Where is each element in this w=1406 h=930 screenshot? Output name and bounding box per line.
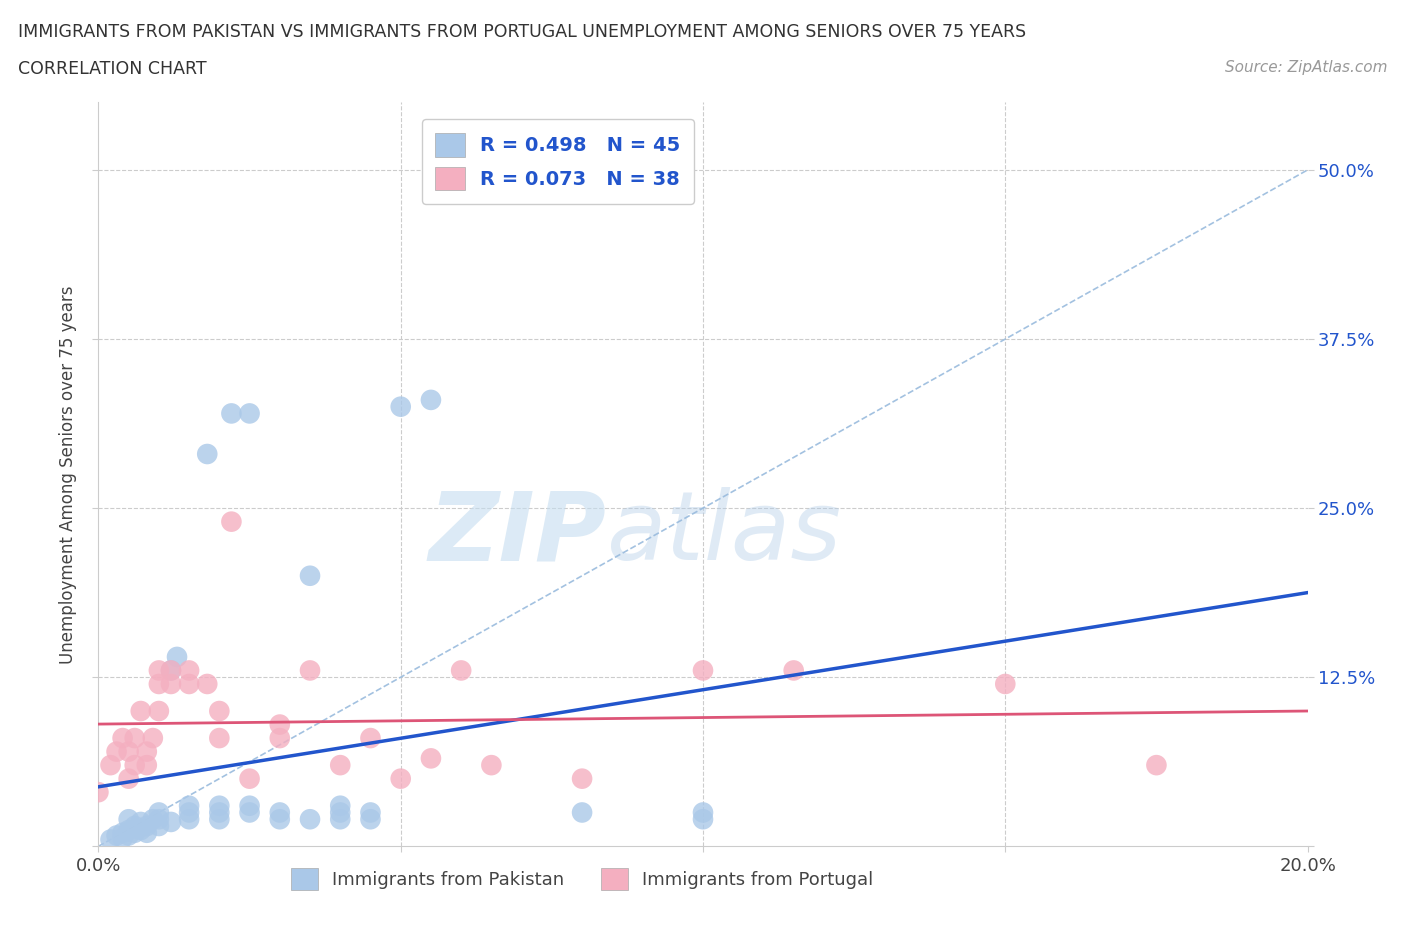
Point: [100, 832, 122, 847]
Text: atlas: atlas: [606, 487, 841, 580]
Point: [269, 812, 291, 827]
Point: [118, 823, 141, 838]
Point: [124, 825, 146, 840]
Point: [124, 758, 146, 773]
Point: [135, 744, 157, 759]
Point: [420, 392, 443, 407]
Point: [148, 818, 170, 833]
Point: [148, 812, 170, 827]
Point: [329, 812, 352, 827]
Point: [160, 663, 183, 678]
Text: Source: ZipAtlas.com: Source: ZipAtlas.com: [1225, 60, 1388, 75]
Point: [269, 731, 291, 746]
Point: [299, 812, 322, 827]
Point: [129, 823, 152, 838]
Point: [389, 771, 412, 786]
Point: [148, 663, 170, 678]
Point: [179, 676, 201, 691]
Point: [269, 717, 291, 732]
Point: [179, 805, 201, 820]
Point: [783, 663, 806, 678]
Point: [111, 830, 134, 845]
Point: [571, 805, 593, 820]
Point: [105, 828, 128, 843]
Point: [239, 406, 262, 421]
Point: [221, 406, 243, 421]
Point: [118, 744, 141, 759]
Point: [166, 649, 188, 664]
Point: [481, 758, 503, 773]
Point: [994, 676, 1017, 691]
Point: [208, 731, 231, 746]
Point: [124, 818, 146, 833]
Point: [100, 758, 122, 773]
Point: [118, 828, 141, 843]
Point: [142, 812, 165, 827]
Point: [329, 758, 352, 773]
Point: [450, 663, 472, 678]
Point: [118, 771, 141, 786]
Point: [208, 798, 231, 813]
Point: [299, 663, 322, 678]
Point: [239, 798, 262, 813]
Point: [129, 704, 152, 719]
Point: [160, 676, 183, 691]
Point: [360, 805, 382, 820]
Point: [87, 785, 110, 800]
Point: [111, 731, 134, 746]
Point: [360, 731, 382, 746]
Point: [179, 812, 201, 827]
Point: [571, 771, 593, 786]
Point: [148, 704, 170, 719]
Y-axis label: Unemployment Among Seniors over 75 years: Unemployment Among Seniors over 75 years: [59, 286, 77, 663]
Point: [105, 744, 128, 759]
Point: [111, 825, 134, 840]
Point: [1144, 758, 1167, 773]
Point: [389, 399, 412, 414]
Point: [135, 758, 157, 773]
Point: [195, 446, 218, 461]
Text: IMMIGRANTS FROM PAKISTAN VS IMMIGRANTS FROM PORTUGAL UNEMPLOYMENT AMONG SENIORS : IMMIGRANTS FROM PAKISTAN VS IMMIGRANTS F…: [18, 23, 1026, 41]
Point: [420, 751, 443, 765]
Point: [692, 812, 714, 827]
Point: [208, 704, 231, 719]
Point: [179, 798, 201, 813]
Point: [692, 663, 714, 678]
Point: [160, 663, 183, 678]
Point: [148, 805, 170, 820]
Text: ZIP: ZIP: [429, 487, 606, 580]
Point: [269, 805, 291, 820]
Point: [360, 812, 382, 827]
Point: [118, 812, 141, 827]
Point: [195, 676, 218, 691]
Point: [221, 514, 243, 529]
Legend: Immigrants from Pakistan, Immigrants from Portugal: Immigrants from Pakistan, Immigrants fro…: [284, 860, 880, 897]
Point: [179, 663, 201, 678]
Point: [329, 798, 352, 813]
Point: [208, 805, 231, 820]
Point: [160, 815, 183, 830]
Point: [208, 812, 231, 827]
Point: [299, 568, 322, 583]
Point: [124, 731, 146, 746]
Point: [142, 731, 165, 746]
Point: [148, 676, 170, 691]
Point: [239, 771, 262, 786]
Text: CORRELATION CHART: CORRELATION CHART: [18, 60, 207, 78]
Point: [129, 815, 152, 830]
Point: [135, 818, 157, 833]
Point: [239, 805, 262, 820]
Point: [329, 805, 352, 820]
Point: [135, 825, 157, 840]
Point: [692, 805, 714, 820]
